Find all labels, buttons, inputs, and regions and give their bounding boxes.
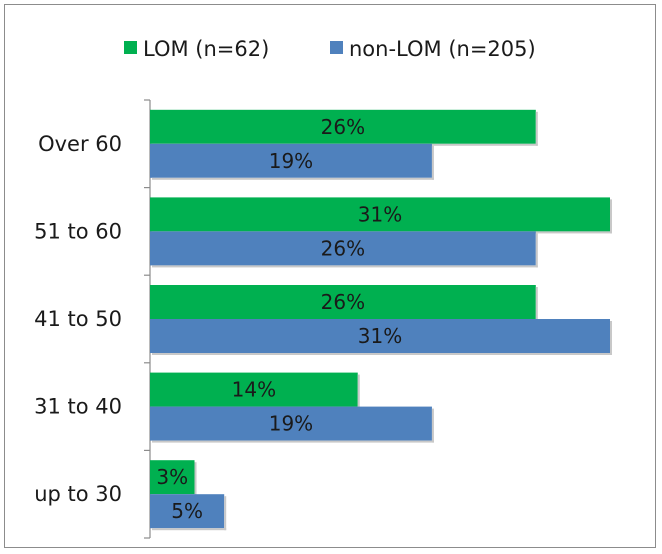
bar-shadow [194,462,197,497]
bar-non-lom [150,231,536,266]
bars [150,109,612,531]
bar-shadow [152,265,538,268]
chart-frame [4,4,656,548]
category-label: 51 to 60 [34,219,122,243]
legend-swatch-non-lom [330,41,343,54]
data-label-non-lom: 31% [358,324,402,348]
bar-shadow [431,408,434,443]
bar-shadow [431,145,434,180]
legend-swatch-lom [124,41,137,54]
data-label-lom: 3% [156,465,188,489]
data-labels: 26% 19% 31% 26% 26% 31% 14% 19% 3% 5% [156,115,402,523]
data-label-lom: 14% [232,378,276,402]
data-label-non-lom: 5% [171,499,203,523]
bar-shadow [152,177,434,180]
bar-non-lom [150,319,610,353]
bar-shadow [152,440,434,443]
bar-lom [150,109,536,144]
bar-shadow [152,528,227,531]
legend: LOM (n=62) non-LOM (n=205) [124,37,536,61]
bar-non-lom [150,143,432,178]
category-label: Over 60 [38,132,122,156]
bar-lom [150,197,610,232]
data-label-lom: 26% [321,115,365,139]
data-label-non-lom: 19% [269,149,313,173]
legend-label-lom: LOM (n=62) [143,37,269,61]
data-label-non-lom: 26% [321,236,365,260]
category-label: 41 to 50 [34,307,122,331]
bar-lom [150,285,536,319]
category-label: 31 to 40 [34,395,122,419]
bar-shadow [535,233,538,268]
bar-shadow [610,321,612,355]
category-axis: Over 60 51 to 60 41 to 50 31 to 40 up to 30 [34,99,151,539]
bar-shadow [535,287,538,321]
bar-shadow [224,496,227,531]
bar-lom [150,372,358,407]
bar-shadow [535,111,538,146]
data-label-lom: 31% [358,202,402,226]
bar-shadow [610,199,612,234]
legend-label-non-lom: non-LOM (n=205) [349,37,536,61]
bar-non-lom [150,494,225,529]
bar-lom [150,460,195,495]
bar-non-lom [150,406,432,441]
category-label: up to 30 [34,482,122,506]
data-label-lom: 26% [321,290,365,314]
data-label-non-lom: 19% [269,412,313,436]
bar-shadow [152,353,612,355]
bar-shadow [357,374,360,409]
